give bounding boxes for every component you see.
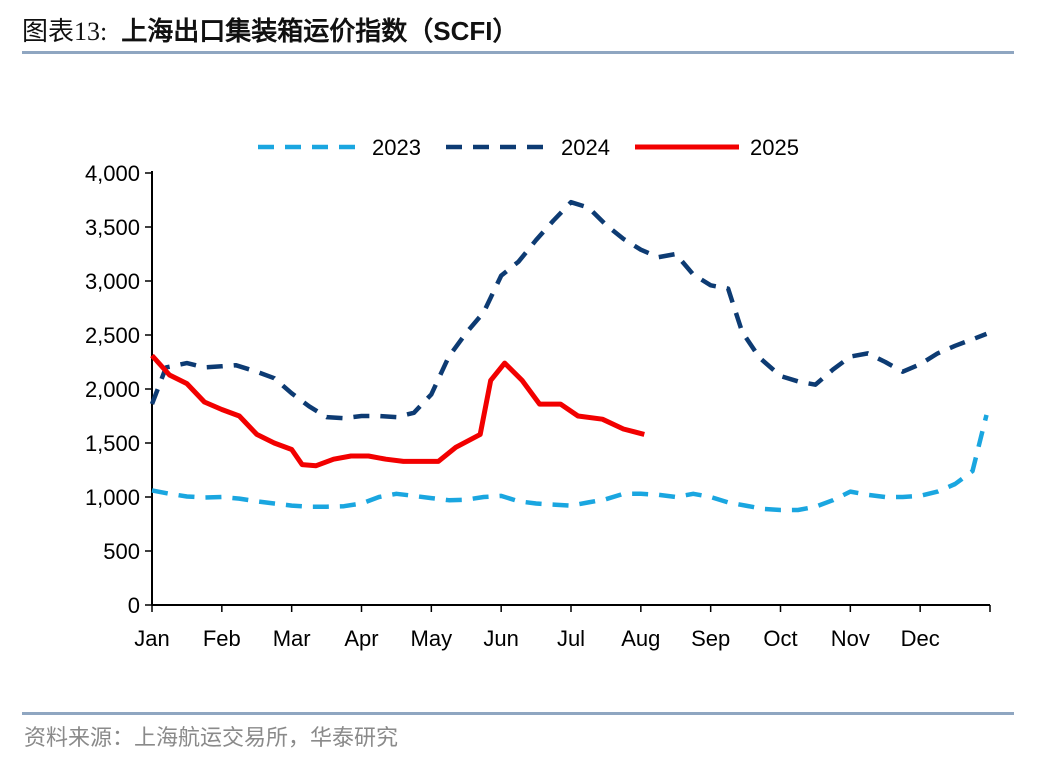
legend-label-2025: 2025 xyxy=(750,135,799,160)
chart-series xyxy=(149,199,989,513)
scfi-line-chart: 2023 2024 2025 0 500 1,000 1,500 2,000 2,500 3,0… xyxy=(85,135,991,651)
x-tick-label: Jan xyxy=(134,626,169,651)
chart-legend: 2023 2024 2025 xyxy=(258,135,799,160)
figure-source: 资料来源：上海航运交易所，华泰研究 xyxy=(24,726,399,751)
y-tick-label: 2,500 xyxy=(85,323,140,348)
x-tick-label: May xyxy=(411,626,453,651)
x-tick-label: Apr xyxy=(344,626,378,651)
series-line-2025 xyxy=(150,353,645,469)
x-tick-label: Jun xyxy=(483,626,518,651)
legend-label-2023: 2023 xyxy=(372,135,421,160)
source-rule xyxy=(22,712,1014,715)
x-tick-label: Mar xyxy=(273,626,311,651)
y-tick-label: 500 xyxy=(103,539,140,564)
figure-title-text: 上海出口集装箱运价指数（SCFI） xyxy=(121,16,519,46)
x-tick-label: Dec xyxy=(901,626,940,651)
y-tick-label: 3,000 xyxy=(85,269,140,294)
series-line-2023 xyxy=(151,414,989,513)
y-tick-label: 0 xyxy=(128,593,140,618)
x-tick-label: Aug xyxy=(621,626,660,651)
y-tick-label: 1,000 xyxy=(85,485,140,510)
series-line-2024 xyxy=(149,199,988,421)
x-tick-label: Sep xyxy=(691,626,730,651)
y-tick-label: 4,000 xyxy=(85,161,140,186)
x-tick-label: Jul xyxy=(557,626,585,651)
chart-axes: 0 500 1,000 1,500 2,000 2,500 3,000 3,500 4,000 J… xyxy=(85,161,991,651)
figure-number: 图表13: xyxy=(22,17,108,46)
figure-title: 图表13: 上海出口集装箱运价指数（SCFI） xyxy=(22,12,518,50)
x-tick-label: Feb xyxy=(203,626,241,651)
x-tick-label: Nov xyxy=(831,626,870,651)
y-tick-label: 1,500 xyxy=(85,431,140,456)
y-tick-label: 2,000 xyxy=(85,377,140,402)
x-tick-label: Oct xyxy=(763,626,797,651)
title-rule xyxy=(22,51,1014,54)
y-tick-label: 3,500 xyxy=(85,215,140,240)
legend-label-2024: 2024 xyxy=(561,135,610,160)
